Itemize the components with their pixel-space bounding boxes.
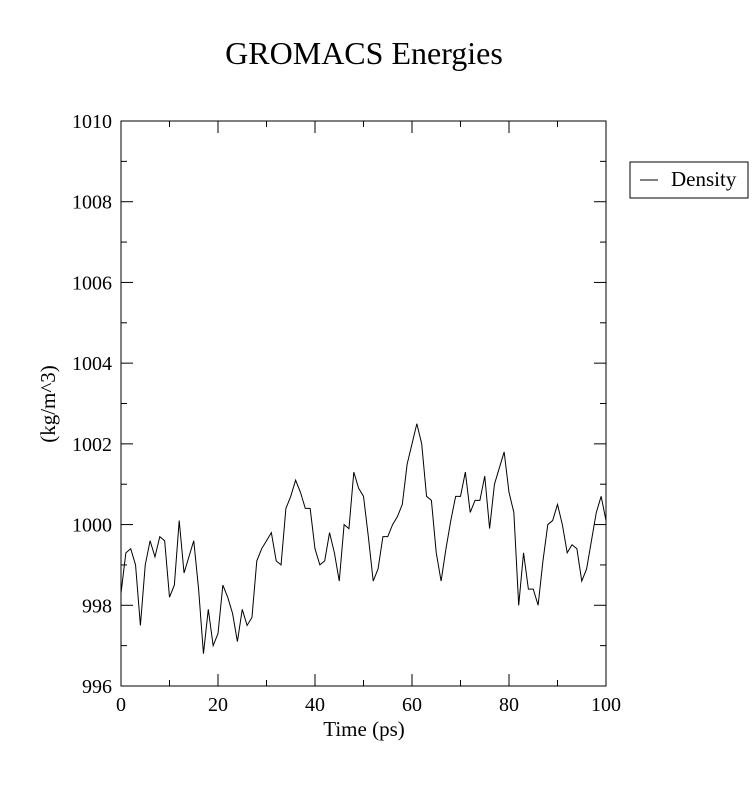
- series-line-density: [120, 423, 607, 654]
- x-tick-label: 80: [499, 694, 519, 716]
- y-tick-label: 998: [82, 595, 112, 617]
- y-tick-label: 1010: [72, 111, 112, 133]
- x-tick-label: 60: [402, 694, 422, 716]
- x-tick-label: 20: [208, 694, 228, 716]
- y-tick-label: 1002: [72, 434, 112, 456]
- y-tick-label: 1004: [72, 353, 112, 375]
- x-tick-label: 40: [305, 694, 325, 716]
- plot-area: 0 20 40 60 80 100 996 998 1000 1002 1004 1006 1008 10…: [72, 111, 621, 716]
- y-tick-label: 1008: [72, 192, 112, 214]
- plot-frame: [120, 120, 607, 687]
- x-axis-label: Time (ps): [323, 717, 405, 741]
- y-tick-label: 996: [82, 676, 112, 698]
- chart-title: GROMACS Energies: [225, 35, 503, 71]
- legend: Density: [629, 161, 749, 199]
- x-tick-label: 100: [591, 694, 621, 716]
- y-tick-label: 1000: [72, 515, 112, 537]
- legend-label-density: Density: [671, 167, 737, 191]
- y-axis-label: (kg/m^3): [36, 365, 60, 443]
- y-tick-label: 1006: [72, 272, 112, 294]
- x-tick-label: 0: [116, 694, 126, 716]
